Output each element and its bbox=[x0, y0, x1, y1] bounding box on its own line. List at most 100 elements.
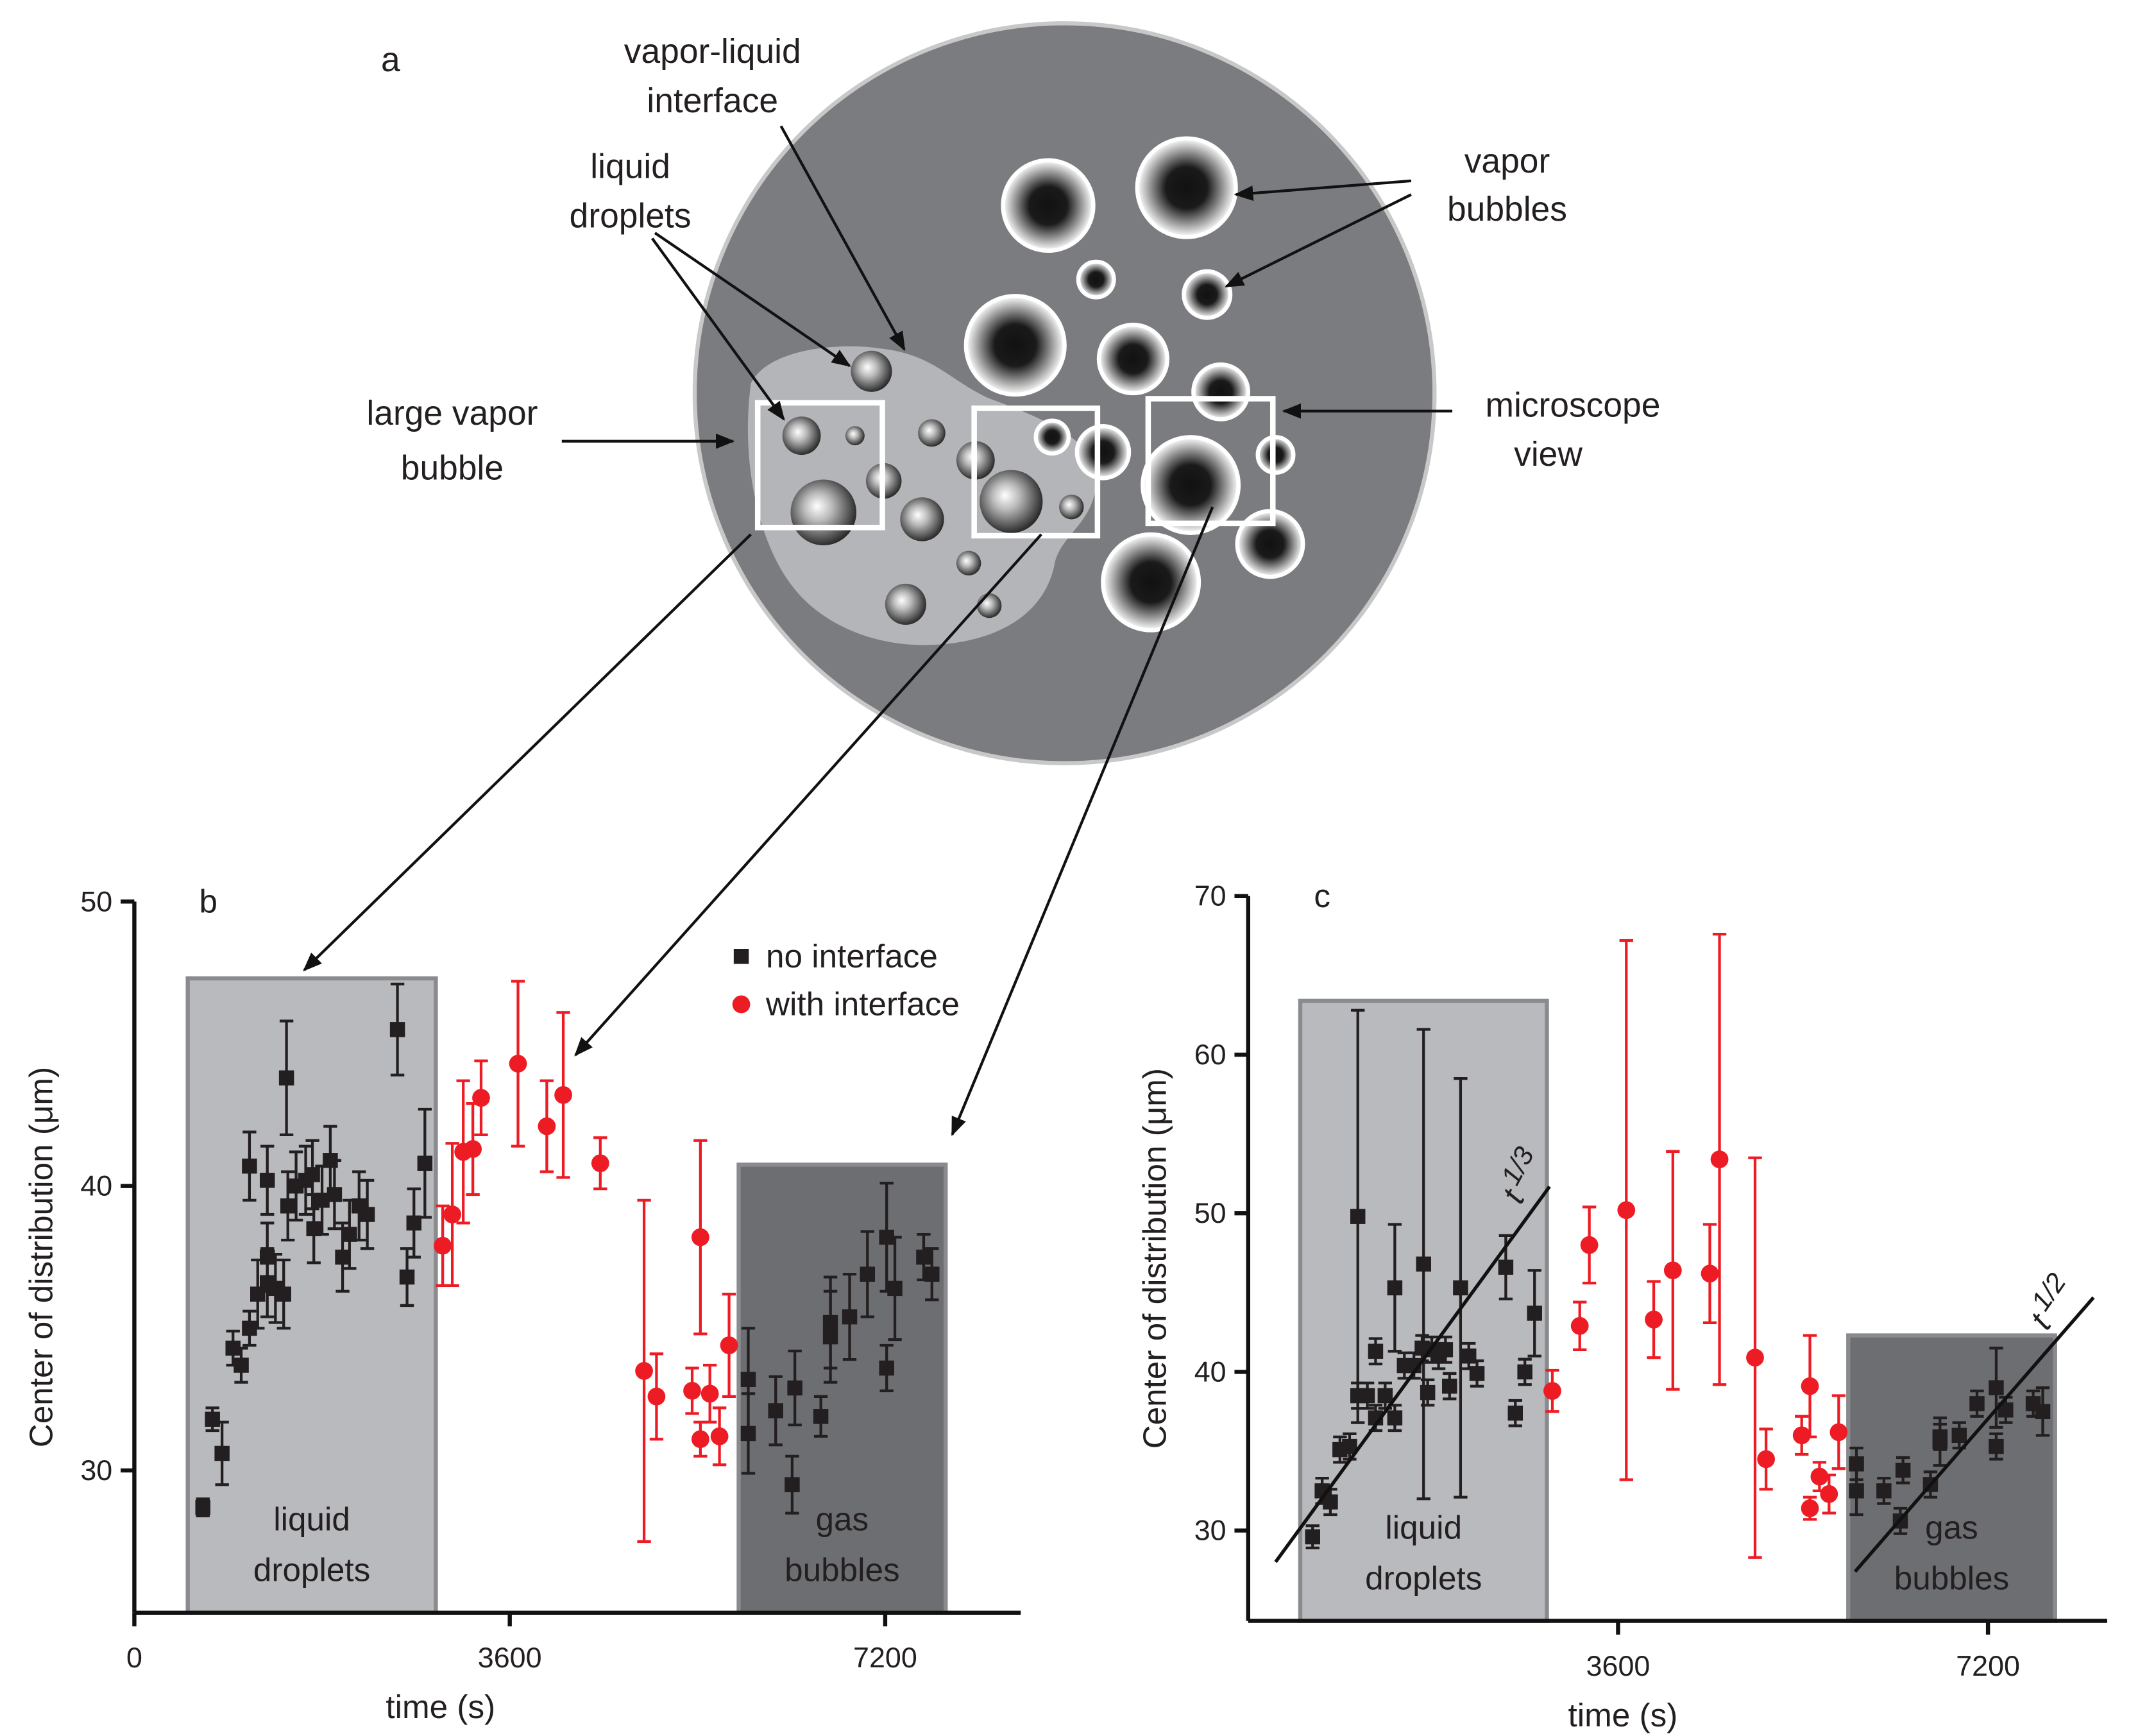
marker bbox=[1438, 1342, 1454, 1357]
marker bbox=[443, 1205, 461, 1223]
bubble bbox=[1191, 362, 1251, 421]
label: liquid bbox=[590, 148, 670, 186]
region-label: bubbles bbox=[785, 1552, 900, 1588]
marker bbox=[691, 1430, 709, 1449]
y-tick-label: 40 bbox=[80, 1170, 112, 1202]
marker bbox=[732, 995, 751, 1014]
bubble bbox=[1076, 259, 1116, 300]
marker bbox=[1701, 1264, 1719, 1283]
marker bbox=[259, 1249, 275, 1265]
view-box bbox=[754, 400, 885, 531]
label: view bbox=[1514, 436, 1583, 473]
label: large vapor bbox=[366, 395, 538, 432]
marker bbox=[1710, 1150, 1729, 1169]
region-label: bubbles bbox=[1894, 1560, 2010, 1596]
marker bbox=[1801, 1499, 1819, 1517]
y-tick-label: 50 bbox=[80, 885, 112, 917]
bubble bbox=[1033, 418, 1071, 456]
marker bbox=[1989, 1380, 2004, 1395]
view-box bbox=[971, 405, 1101, 539]
bubble bbox=[1101, 532, 1201, 633]
marker bbox=[785, 1477, 800, 1493]
marker bbox=[335, 1249, 350, 1265]
marker bbox=[842, 1309, 858, 1325]
marker bbox=[399, 1269, 415, 1285]
label: vapor-liquid bbox=[624, 33, 801, 71]
droplet bbox=[918, 419, 946, 447]
marker bbox=[2035, 1404, 2051, 1420]
fit-line bbox=[1853, 1296, 2095, 1573]
marker bbox=[1998, 1402, 2014, 1418]
marker bbox=[278, 1070, 294, 1085]
charts: liquid droplets gas bubbles 30 40 50 0 3600 7200 t… bbox=[22, 878, 2107, 1733]
y-tick-label: 50 bbox=[1194, 1196, 1226, 1229]
marker bbox=[1377, 1388, 1393, 1404]
x-tick-label: 3600 bbox=[1586, 1649, 1651, 1682]
marker bbox=[1820, 1485, 1838, 1503]
marker bbox=[879, 1360, 894, 1376]
chart: liquid droplets gas bubbles 30 40 50 0 3600 7200 t… bbox=[22, 883, 1021, 1725]
marker bbox=[887, 1281, 903, 1297]
marker bbox=[1416, 1256, 1431, 1272]
x-tick-label: 3600 bbox=[478, 1641, 542, 1674]
y-tick-label: 30 bbox=[80, 1454, 112, 1486]
marker bbox=[1792, 1426, 1811, 1445]
x-axis-label: time (s) bbox=[1568, 1697, 1678, 1733]
y-tick-label: 30 bbox=[1194, 1514, 1226, 1547]
droplet bbox=[976, 593, 1002, 618]
view-box bbox=[1145, 396, 1276, 527]
marker bbox=[1951, 1427, 1967, 1443]
microscope-views bbox=[754, 396, 1276, 539]
panel-label: c bbox=[1314, 878, 1330, 914]
marker bbox=[1849, 1483, 1864, 1499]
marker bbox=[205, 1411, 220, 1427]
marker bbox=[1757, 1450, 1776, 1468]
marker bbox=[1350, 1209, 1366, 1224]
marker bbox=[1387, 1280, 1403, 1296]
droplet bbox=[782, 416, 821, 455]
droplet bbox=[790, 479, 856, 546]
droplet bbox=[900, 497, 944, 541]
marker bbox=[1829, 1423, 1848, 1442]
region bbox=[736, 1162, 948, 1615]
marker bbox=[1442, 1378, 1457, 1394]
marker bbox=[464, 1140, 482, 1158]
droplet bbox=[956, 550, 981, 576]
marker bbox=[860, 1266, 876, 1282]
marker bbox=[813, 1409, 829, 1424]
marker bbox=[1342, 1438, 1357, 1454]
droplet bbox=[1059, 495, 1084, 520]
arrow bbox=[779, 125, 906, 352]
marker bbox=[434, 1236, 452, 1255]
marker bbox=[1969, 1396, 1985, 1411]
marker bbox=[683, 1382, 701, 1400]
y-axis-label: Center of distribution (μm) bbox=[22, 1067, 59, 1447]
marker bbox=[327, 1187, 343, 1202]
marker bbox=[538, 1117, 556, 1136]
marker bbox=[700, 1384, 719, 1403]
marker bbox=[647, 1387, 666, 1406]
y-tick-label: 70 bbox=[1194, 880, 1226, 912]
label: vapor bbox=[1464, 142, 1550, 180]
arrow bbox=[1234, 179, 1412, 201]
marker bbox=[1517, 1364, 1532, 1380]
region-label: liquid bbox=[273, 1501, 350, 1538]
label: bubble bbox=[401, 450, 504, 488]
bubble bbox=[1074, 424, 1132, 481]
marker bbox=[417, 1155, 433, 1171]
panel-label: b bbox=[199, 883, 218, 919]
chart: liquid droplets gas bubbles 30 40 50 60 70 3600 72… bbox=[1137, 878, 2107, 1733]
arrows bbox=[303, 125, 1453, 1137]
bubble bbox=[1182, 269, 1233, 320]
region-label: gas bbox=[1925, 1509, 1978, 1545]
marker bbox=[1570, 1316, 1589, 1335]
y-tick-label: 60 bbox=[1194, 1038, 1226, 1071]
marker bbox=[1746, 1349, 1764, 1367]
marker bbox=[259, 1173, 275, 1188]
x-tick-label: 7200 bbox=[1956, 1649, 2020, 1682]
marker bbox=[691, 1228, 709, 1247]
marker bbox=[242, 1158, 257, 1174]
marker bbox=[710, 1427, 729, 1445]
